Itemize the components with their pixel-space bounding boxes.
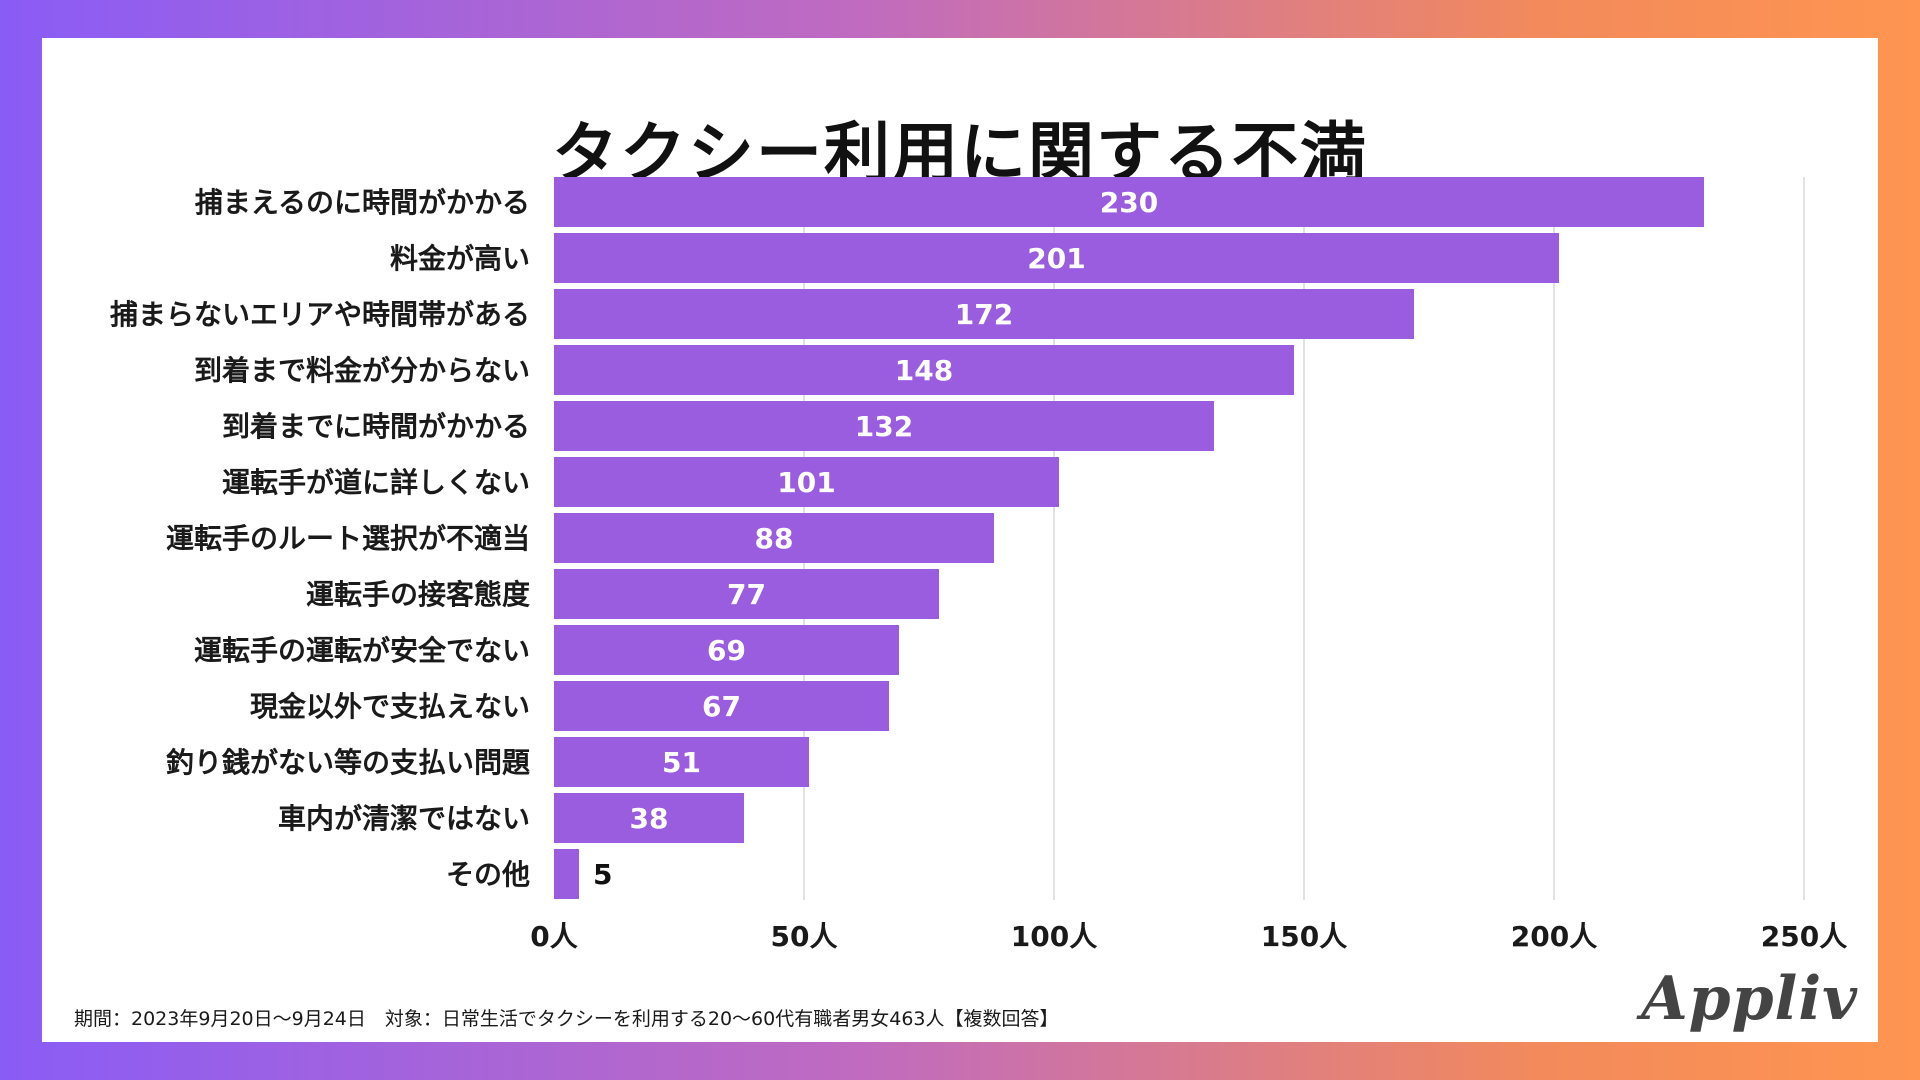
category-label: 運転手が道に詳しくない [222, 466, 530, 499]
category-label: 運転手の運転が安全でない [194, 634, 530, 667]
bar [554, 569, 939, 619]
bar [554, 849, 579, 899]
value-label: 88 [755, 522, 794, 555]
value-label: 5 [593, 858, 612, 891]
value-label: 201 [1027, 242, 1085, 275]
x-axis-ticks: 0人 50人 100人 150人 200人 250人 [530, 920, 1847, 953]
category-label: 現金以外で支払えない [250, 690, 530, 723]
value-label: 51 [662, 746, 701, 779]
bar [554, 513, 994, 563]
value-label: 38 [630, 802, 669, 835]
bar-chart: 捕まえるのに時間がかかる料金が高い捕まらないエリアや時間帯がある到着まで料金が分… [110, 177, 1847, 953]
value-label: 101 [777, 466, 835, 499]
bar [554, 793, 744, 843]
x-tick-label: 150人 [1261, 920, 1347, 953]
category-label: 料金が高い [390, 242, 530, 275]
value-label: 172 [955, 298, 1013, 331]
bar [554, 625, 899, 675]
bar [554, 233, 1559, 283]
chart-card: タクシー利用に関する不満 捕まえるのに時間がかかる 料金が高い 捕まらないエリアや時… [42, 38, 1878, 1042]
bar [554, 177, 1704, 227]
x-tick-label: 0人 [530, 920, 577, 953]
category-label: 釣り銭がない等の支払い問題 [166, 746, 531, 779]
x-tick-label: 200人 [1511, 920, 1597, 953]
x-tick-label: 100人 [1011, 920, 1097, 953]
bar [554, 289, 1414, 339]
category-label: 運転手のルート選択が不適当 [166, 522, 530, 555]
footnote: 期間：2023年9月20日〜9月24日 対象：日常生活でタクシーを利用する20〜… [74, 1008, 1059, 1030]
category-label: 運転手の接客態度 [306, 578, 530, 611]
value-label: 132 [855, 410, 913, 443]
category-labels: 捕まえるのに時間がかかる料金が高い捕まらないエリアや時間帯がある到着まで料金が分… [110, 186, 531, 891]
category-label: 到着まで料金が分からない [194, 354, 530, 387]
bars [554, 177, 1704, 899]
bar [554, 681, 889, 731]
bar [554, 457, 1059, 507]
value-label: 69 [707, 634, 746, 667]
value-label: 67 [702, 690, 741, 723]
applive-logo: Appliv [1641, 964, 1858, 1034]
category-label: 到着までに時間がかかる [222, 410, 530, 443]
bar [554, 401, 1214, 451]
category-label: 車内が清潔ではない [278, 802, 530, 835]
bar [554, 737, 809, 787]
value-label: 77 [727, 578, 766, 611]
category-label: 捕まらないエリアや時間帯がある [110, 298, 530, 331]
value-label: 230 [1100, 186, 1158, 219]
category-label: 捕まえるのに時間がかかる [195, 186, 530, 219]
category-label: その他 [446, 858, 530, 891]
x-tick-label: 50人 [771, 920, 838, 953]
bar [554, 345, 1294, 395]
x-tick-label: 250人 [1761, 920, 1847, 953]
value-label: 148 [895, 354, 953, 387]
